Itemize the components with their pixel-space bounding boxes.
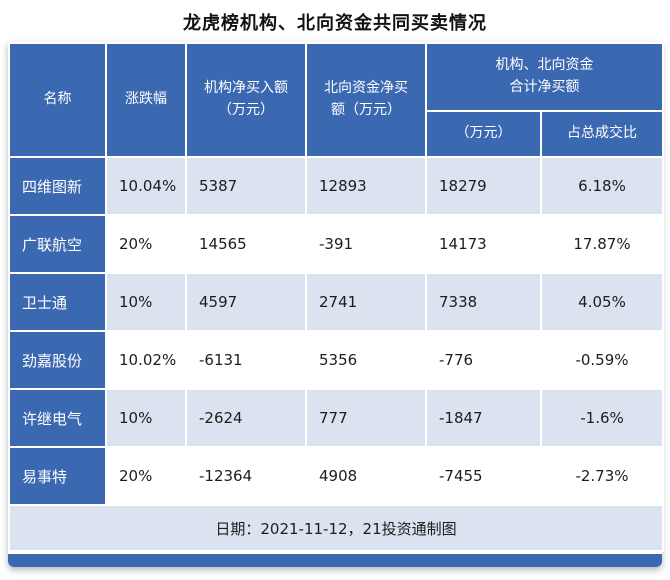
col-header-change: 涨跌幅 (105, 42, 187, 158)
total-net-cell: 18279 (425, 156, 542, 216)
total-ratio-cell: -1.6% (540, 388, 664, 448)
table-row: 劲嘉股份 10.02% -6131 5356 -776 -0.59% (8, 330, 664, 390)
col-header-northbound-net: 北向资金净买 额（万元） (305, 42, 427, 158)
total-ratio-cell: -0.59% (540, 330, 664, 390)
table-row: 广联航空 20% 14565 -391 14173 17.87% (8, 214, 664, 274)
northbound-net-cell: 4908 (305, 446, 427, 506)
institution-net-cell: 14565 (185, 214, 307, 274)
header-row-top: 名称 涨跌幅 机构净买入额 （万元） 北向资金净买 额（万元） 机构、北向资金 … (8, 42, 664, 158)
change-cell: 10% (105, 272, 187, 332)
total-net-cell: -7455 (425, 446, 542, 506)
institution-net-cell: -12364 (185, 446, 307, 506)
change-cell: 20% (105, 446, 187, 506)
northbound-net-cell: 5356 (305, 330, 427, 390)
table-row: 卫士通 10% 4597 2741 7338 4.05% (8, 272, 664, 332)
table-container: 名称 涨跌幅 机构净买入额 （万元） 北向资金净买 额（万元） 机构、北向资金 … (8, 42, 664, 567)
table-row: 四维图新 10.04% 5387 12893 18279 6.18% (8, 156, 664, 216)
change-cell: 10% (105, 388, 187, 448)
total-ratio-cell: 6.18% (540, 156, 664, 216)
northbound-net-cell: 777 (305, 388, 427, 448)
col-header-group-total: 机构、北向资金 合计净买额 (425, 42, 664, 112)
northbound-net-cell: 12893 (305, 156, 427, 216)
data-table: 名称 涨跌幅 机构净买入额 （万元） 北向资金净买 额（万元） 机构、北向资金 … (8, 42, 664, 552)
header-row-sub: （万元） 占总成交比 (9, 110, 664, 158)
table-header: 名称 涨跌幅 机构净买入额 （万元） 北向资金净买 额（万元） 机构、北向资金 … (8, 42, 664, 158)
stock-name-cell: 卫士通 (8, 272, 107, 332)
total-net-cell: 7338 (425, 272, 542, 332)
total-ratio-cell: 17.87% (540, 214, 664, 274)
table-row: 易事特 20% -12364 4908 -7455 -2.73% (8, 446, 664, 506)
table-row: 许继电气 10% -2624 777 -1847 -1.6% (8, 388, 664, 448)
total-ratio-cell: -2.73% (540, 446, 664, 506)
bottom-accent-strip (8, 554, 662, 567)
northbound-net-cell: 2741 (305, 272, 427, 332)
stock-name-cell: 许继电气 (8, 388, 107, 448)
col-header-name: 名称 (8, 42, 107, 158)
stock-name-cell: 易事特 (8, 446, 107, 506)
total-net-cell: -776 (425, 330, 542, 390)
northbound-net-cell: -391 (305, 214, 427, 274)
stock-name-cell: 广联航空 (8, 214, 107, 274)
change-cell: 10.02% (105, 330, 187, 390)
table-footer: 日期：2021-11-12，21投资通制图 (8, 504, 664, 552)
stock-name-cell: 劲嘉股份 (8, 330, 107, 390)
total-ratio-cell: 4.05% (540, 272, 664, 332)
col-header-total-ratio: 占总成交比 (540, 110, 664, 158)
change-cell: 10.04% (105, 156, 187, 216)
col-header-total-amount: （万元） (425, 110, 542, 158)
page-title: 龙虎榜机构、北向资金共同买卖情况 (183, 13, 487, 34)
total-net-cell: 14173 (425, 214, 542, 274)
institution-net-cell: 4597 (185, 272, 307, 332)
institution-net-cell: -6131 (185, 330, 307, 390)
table-body: 四维图新 10.04% 5387 12893 18279 6.18% 广联航空 … (8, 156, 664, 506)
page: 龙虎榜机构、北向资金共同买卖情况 名称 涨跌幅 机构净买入额 （万元） 北向资金… (8, 13, 664, 567)
col-header-institution-net: 机构净买入额 （万元） (185, 42, 307, 158)
footer-row: 日期：2021-11-12，21投资通制图 (8, 504, 664, 552)
footer-note: 日期：2021-11-12，21投资通制图 (8, 504, 664, 552)
change-cell: 20% (105, 214, 187, 274)
stock-name-cell: 四维图新 (8, 156, 107, 216)
institution-net-cell: -2624 (185, 388, 307, 448)
total-net-cell: -1847 (425, 388, 542, 448)
institution-net-cell: 5387 (185, 156, 307, 216)
